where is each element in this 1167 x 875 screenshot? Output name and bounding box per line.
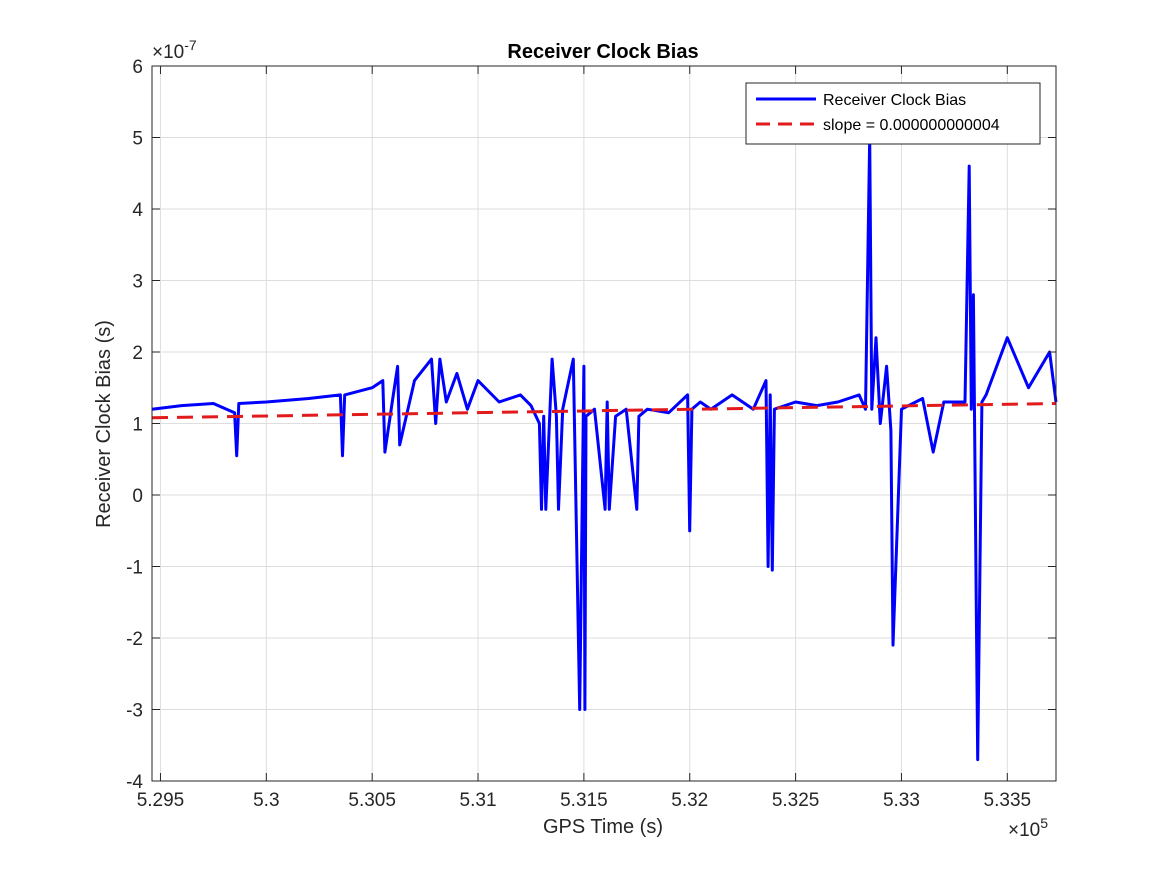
y-multiplier-exponent: -7 [184,37,197,53]
x-multiplier: ×105 [1008,815,1048,841]
legend-box [745,82,1041,145]
y-tick-label: 2 [132,343,143,364]
series-line-1 [151,136,1058,762]
y-axis-label: Receiver Clock Bias (s) [93,320,115,528]
x-multiplier-base: ×10 [1008,820,1040,841]
x-tick-label: 5.315 [560,790,608,811]
x-multiplier-exponent: 5 [1040,815,1048,831]
y-tick-label: 6 [132,57,143,78]
y-tick-label: -1 [126,558,143,579]
x-tick-label: 5.325 [772,790,820,811]
y-tick-label: 3 [132,272,143,293]
y-tick-label: 1 [132,415,143,436]
y-tick-label: -3 [126,701,143,722]
y-tick-label: 5 [132,129,143,150]
y-tick-label: -4 [126,772,143,793]
legend-label-series-1: Receiver Clock Bias [823,92,966,109]
legend-label-series-2: slope = 0.000000000004 [823,117,1000,134]
y-multiplier: ×10-7 [152,37,197,63]
x-tick-label: 5.295 [137,790,185,811]
x-tick-label: 5.33 [883,790,920,811]
x-tick-label: 5.32 [671,790,708,811]
legend: Receiver Clock Bias slope = 0.0000000000… [745,82,1041,145]
chart-title: Receiver Clock Bias [507,41,698,63]
x-axis-label: GPS Time (s) [543,816,663,838]
y-tick-label: 4 [132,200,143,221]
y-tick-label: -2 [126,629,143,650]
y-multiplier-base: ×10 [152,42,184,63]
series-line-2 [151,402,1057,420]
x-tick-label: 5.335 [984,790,1032,811]
plot-area [151,136,1058,762]
x-tick-label: 5.3 [253,790,279,811]
x-tick-label: 5.31 [460,790,497,811]
x-tick-label: 5.305 [348,790,396,811]
y-tick-label: 0 [132,486,143,507]
ticks: 5.295 5.3 5.305 5.31 5.315 5.32 5.325 5.33 5.335… [126,57,1056,811]
